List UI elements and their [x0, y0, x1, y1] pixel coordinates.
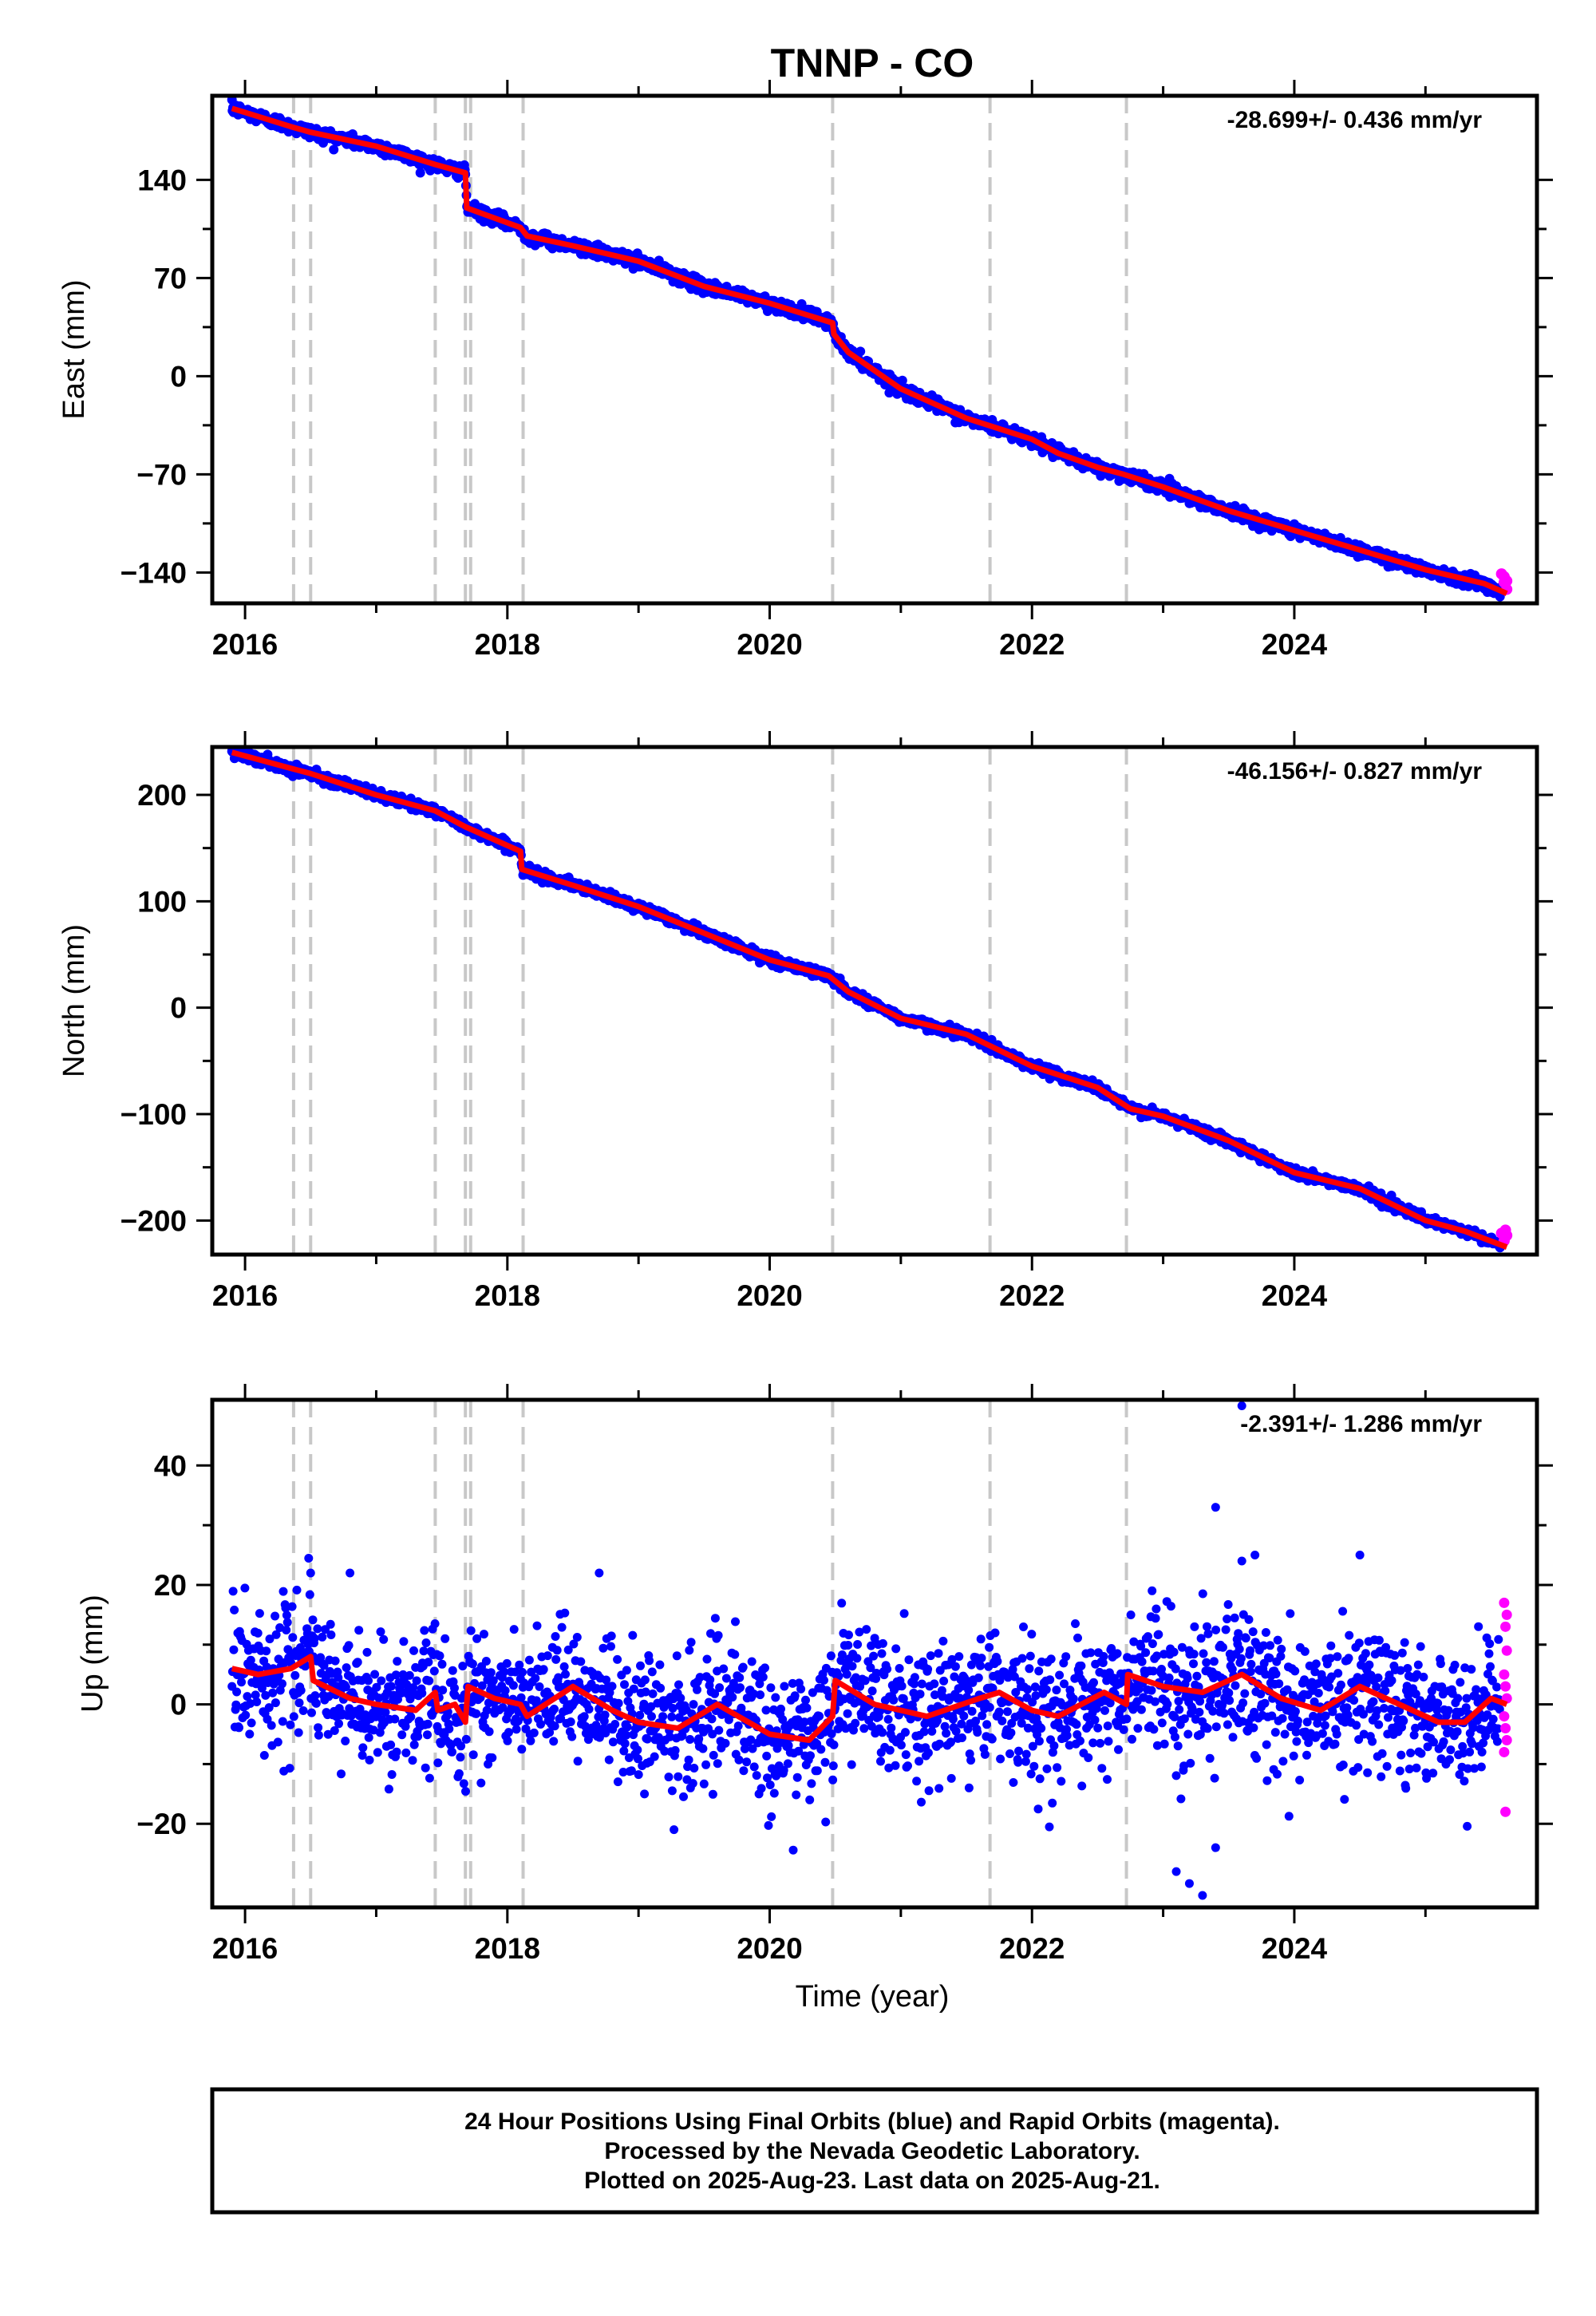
y-tick-label: −70 [136, 458, 187, 491]
chart-title: TNNP - CO [771, 41, 974, 85]
final-orbit-points [227, 1401, 1512, 1900]
rapid-orbit-point [1501, 575, 1513, 587]
data-point [329, 144, 339, 155]
velocity-rate-label: -28.699+/- 0.436 mm/yr [1227, 107, 1483, 133]
data-point [228, 1587, 238, 1596]
y-tick-label: −200 [120, 1204, 187, 1237]
y-tick-label: 140 [137, 164, 187, 196]
data-point [229, 1645, 239, 1654]
y-axis-label: North (mm) [57, 924, 91, 1077]
x-tick-label: 2022 [999, 628, 1065, 661]
model-fit-line [231, 105, 1508, 596]
x-tick-label: 2020 [737, 1279, 802, 1312]
plot-frame [210, 93, 1539, 606]
y-tick-label: 0 [170, 360, 187, 393]
x-tick-label: 2016 [212, 628, 278, 661]
x-tick-label: 2022 [999, 1279, 1065, 1312]
x-tick-label: 2020 [737, 628, 802, 661]
model-fit-line [231, 749, 1508, 1250]
x-tick-label: 2018 [475, 628, 540, 661]
x-tick-label: 2016 [212, 1279, 278, 1312]
data-point [415, 168, 425, 178]
data-point [232, 1687, 242, 1697]
y-tick-label: 100 [137, 885, 187, 918]
final-orbit-points [227, 96, 1513, 602]
data-point [230, 1605, 239, 1614]
data-point [231, 1700, 241, 1709]
rapid-orbit-point [1499, 1224, 1511, 1236]
y-tick-label: −100 [120, 1098, 187, 1131]
north-panel: 2016 2018 2020 2022 2024 200 100 0 −100 −200 North… [57, 731, 1553, 1312]
y-tick-label: 0 [170, 992, 187, 1025]
data-point [235, 1723, 243, 1733]
x-tick-label: 2024 [1262, 1279, 1328, 1312]
y-tick-label: 70 [154, 262, 187, 294]
data-point [855, 346, 866, 357]
x-tick-label: 2024 [1262, 628, 1328, 661]
velocity-rate-label: -46.156+/- 0.827 mm/yr [1227, 758, 1483, 785]
y-axis-label: East (mm) [57, 279, 91, 419]
data-point [897, 375, 907, 385]
x-tick-label: 2018 [475, 1279, 540, 1312]
plot-frame [210, 745, 1539, 1257]
y-tick-label: 200 [137, 779, 187, 812]
east-panel: 2016 2018 2020 2022 2024 140 70 0 −70 −140 East (m… [57, 80, 1553, 661]
y-tick-label: −140 [120, 556, 187, 589]
